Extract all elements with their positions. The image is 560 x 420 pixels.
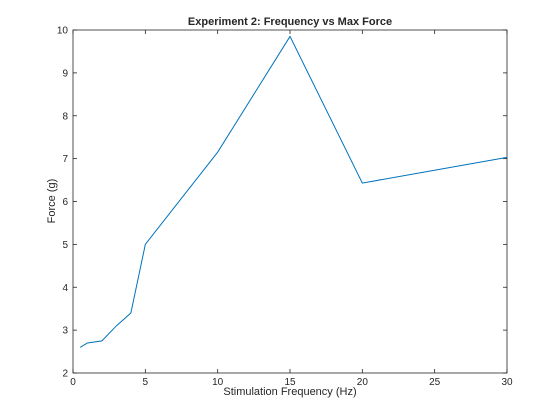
x-tick-label: 25: [429, 377, 441, 388]
y-tick-label: 6: [62, 197, 68, 208]
y-tick-label: 10: [57, 26, 69, 37]
y-tick-label: 8: [62, 111, 68, 122]
axis-ticks: 0 5 10 15 20 25 30 2 3 4 5 6 7 8 9 10: [57, 26, 513, 389]
y-tick-label: 3: [62, 326, 68, 337]
x-tick-label: 5: [143, 377, 149, 388]
y-tick-label: 4: [62, 283, 68, 294]
x-tick-label: 20: [357, 377, 369, 388]
x-tick-label: 30: [501, 377, 513, 388]
y-axis-label: Force (g): [46, 179, 58, 224]
series-layer: [79, 35, 508, 348]
x-axis-label: Stimulation Frequency (Hz): [223, 386, 356, 398]
x-tick-label: 10: [212, 377, 224, 388]
y-tick-label: 5: [62, 240, 68, 251]
chart-title: Experiment 2: Frequency vs Max Force: [188, 16, 392, 28]
x-tick-label: 15: [284, 377, 296, 388]
x-tick-label: 0: [70, 377, 76, 388]
y-tick-label: 2: [62, 369, 68, 380]
plot-area-box: [72, 29, 508, 374]
series-line: [79, 35, 508, 348]
y-tick-label: 9: [62, 68, 68, 79]
y-tick-label: 7: [62, 154, 68, 165]
